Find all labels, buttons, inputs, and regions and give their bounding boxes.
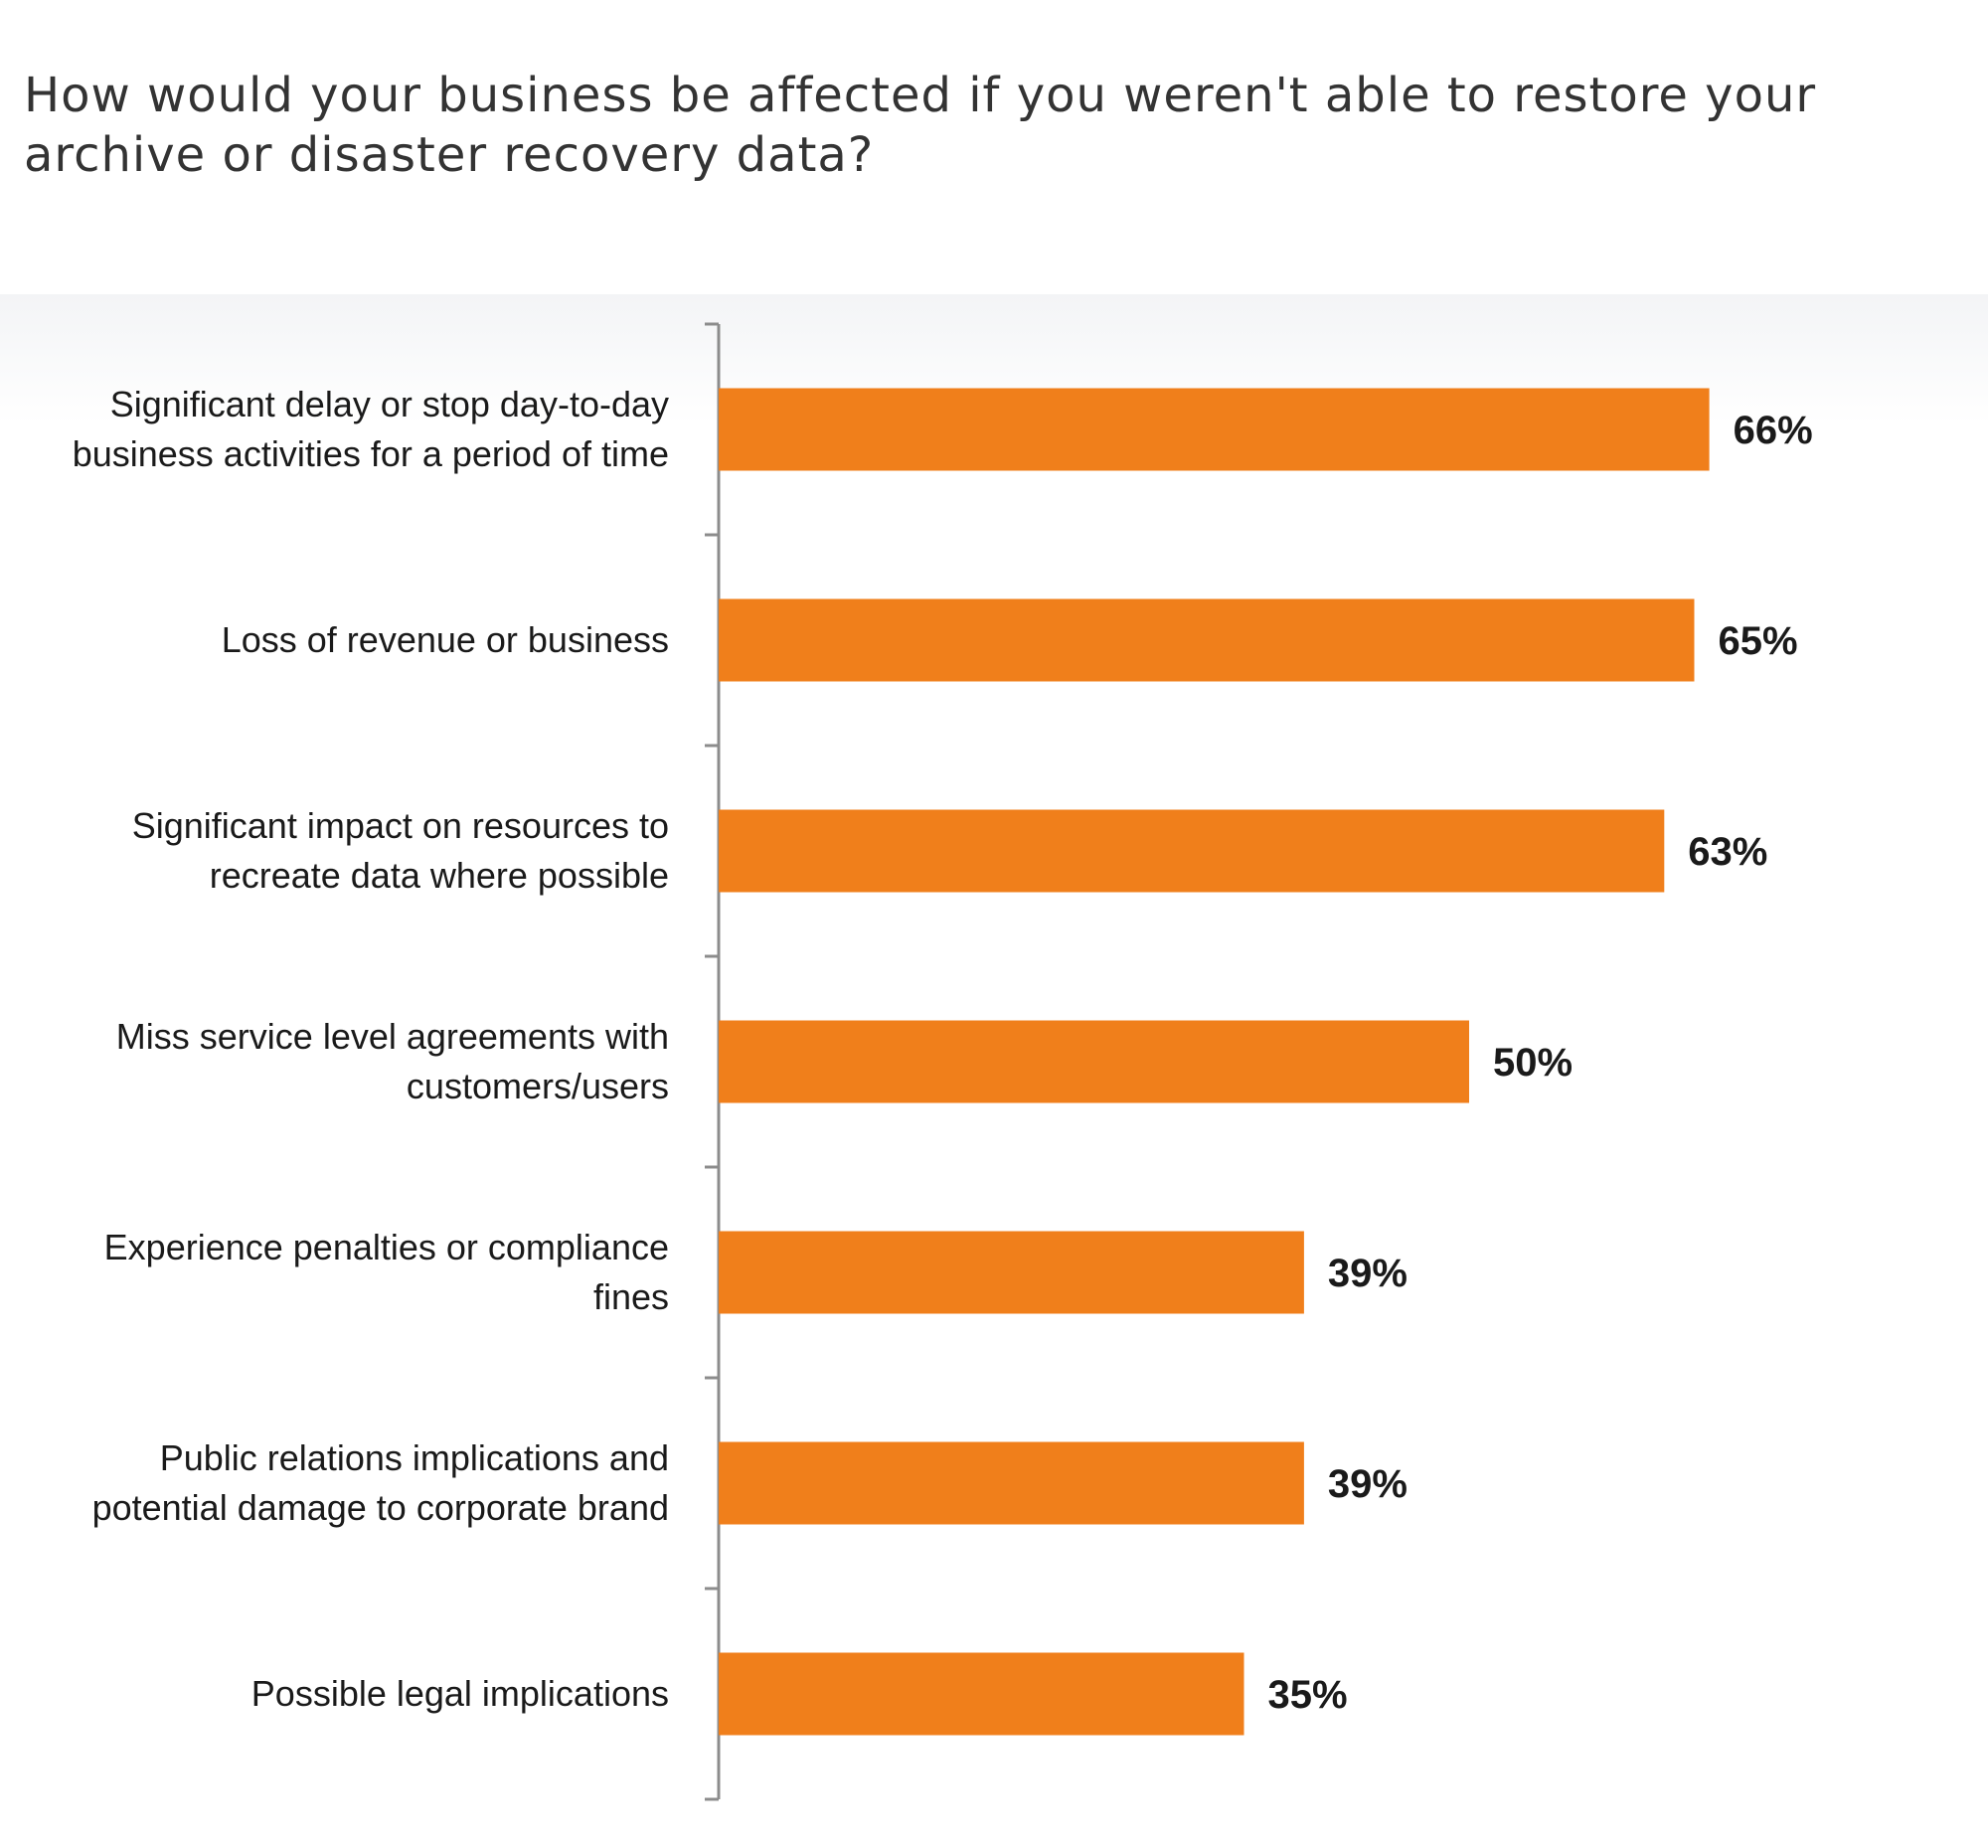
chart-title: How would your business be affected if y…: [24, 68, 1817, 183]
value-label: 35%: [1268, 1673, 1348, 1717]
category-label: Significant impact on resources to recrea…: [132, 805, 669, 896]
chart-panel: 66% Significant delay or stop day-to-day b…: [0, 294, 1988, 1848]
value-label: 63%: [1688, 830, 1767, 874]
category-label: Public relations implications and potenti…: [92, 1437, 669, 1528]
value-label: 39%: [1328, 1252, 1408, 1295]
value-label: 65%: [1719, 619, 1798, 663]
category-label: Miss service level agreements with custom…: [116, 1016, 669, 1106]
bar: [719, 1020, 1469, 1103]
bar: [719, 598, 1695, 682]
category-label: Possible legal implications: [251, 1673, 669, 1714]
bar: [719, 1441, 1304, 1525]
category-label: Experience penalties or compliance fines: [104, 1227, 669, 1317]
value-label: 66%: [1734, 409, 1813, 452]
bar-chart: 66% Significant delay or stop day-to-day b…: [73, 322, 1813, 1801]
bar: [719, 809, 1665, 893]
category-label: Significant delay or stop day-to-day busi…: [73, 384, 669, 474]
category-label: Loss of revenue or business: [222, 619, 669, 660]
value-label: 39%: [1328, 1462, 1408, 1506]
bar: [719, 388, 1710, 471]
value-label: 50%: [1493, 1041, 1573, 1085]
bar: [719, 1652, 1244, 1736]
bar: [719, 1231, 1304, 1314]
